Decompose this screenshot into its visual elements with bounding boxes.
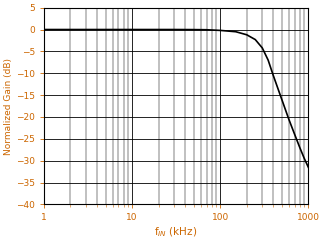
X-axis label: f$_{IN}$ (kHz): f$_{IN}$ (kHz) — [155, 225, 198, 239]
Y-axis label: Normalized Gain (dB): Normalized Gain (dB) — [4, 58, 13, 155]
